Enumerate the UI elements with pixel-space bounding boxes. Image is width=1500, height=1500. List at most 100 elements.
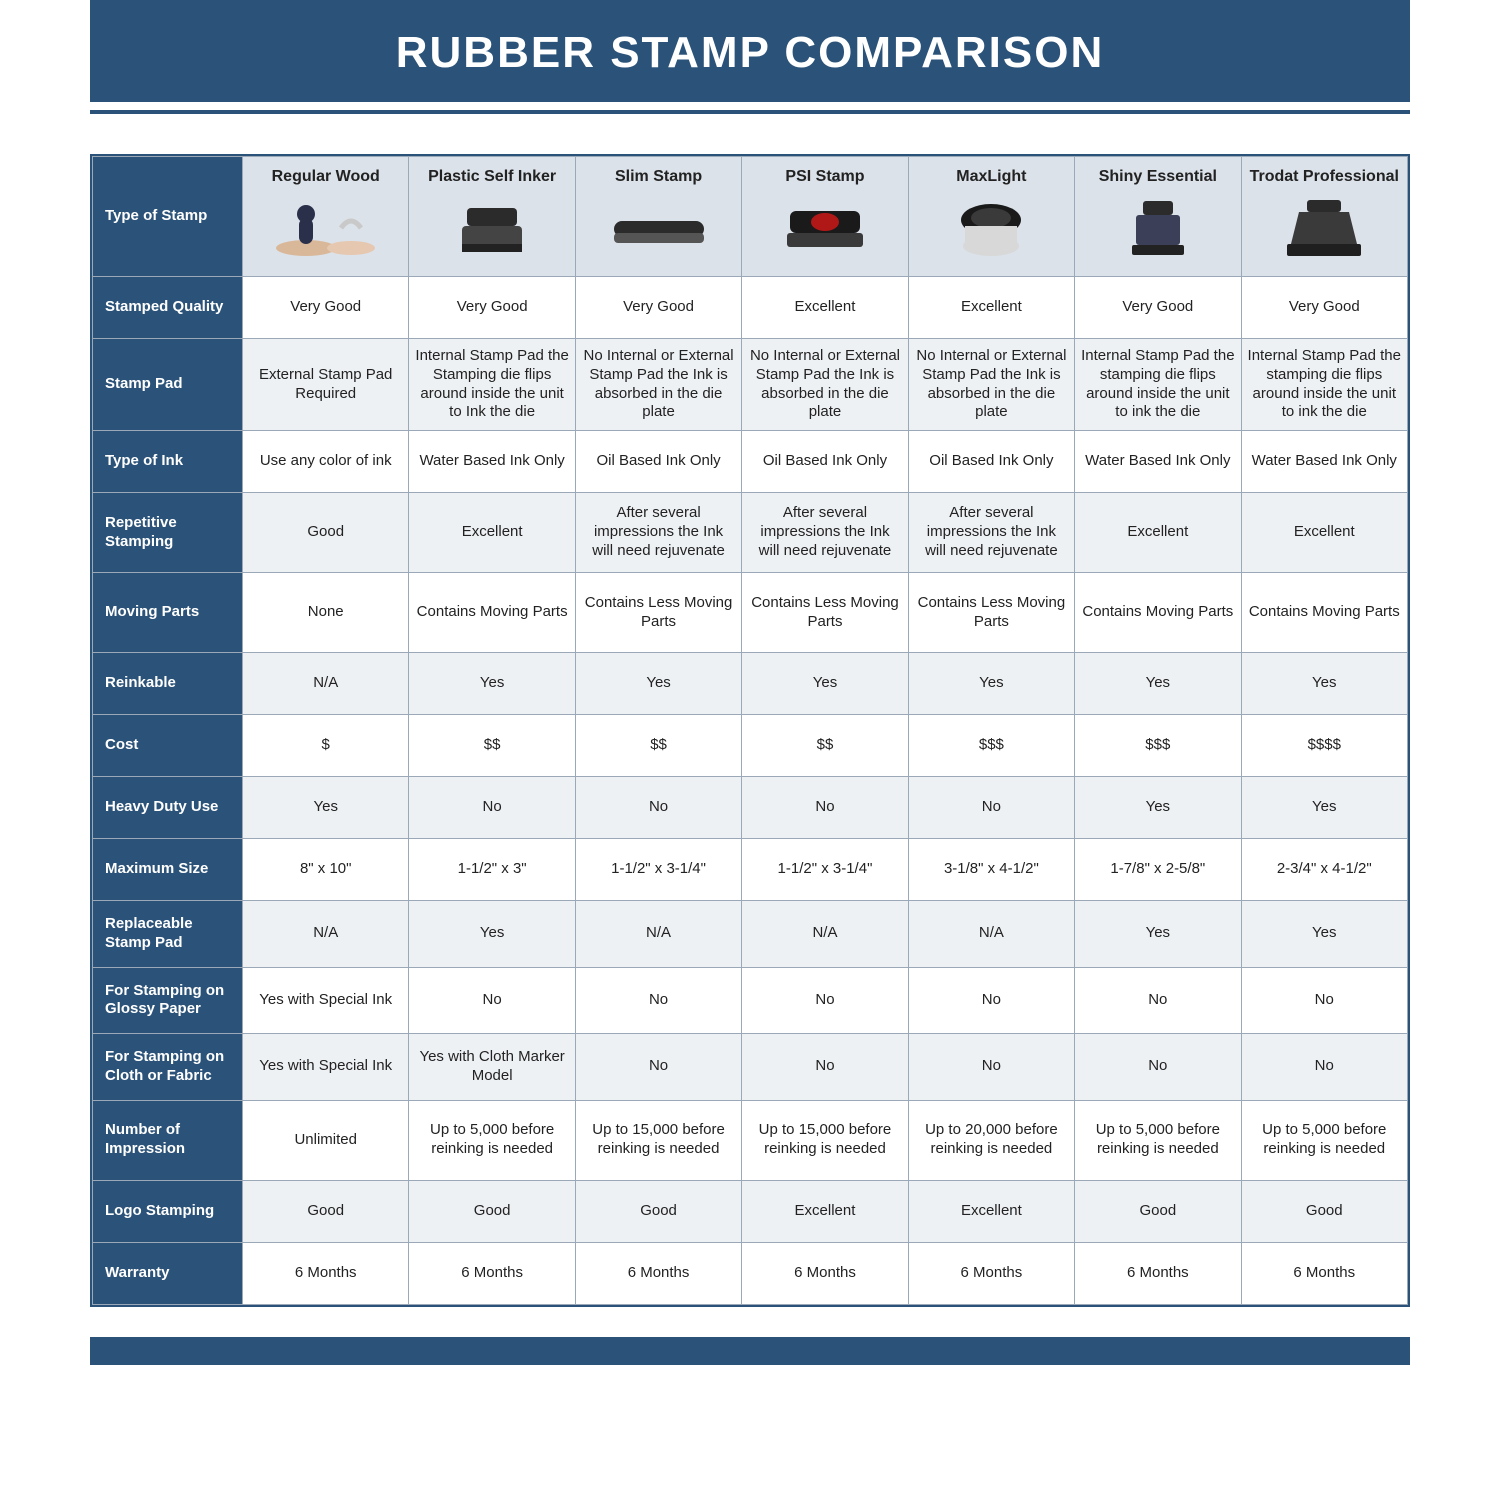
col-shiny-essential: Shiny Essential xyxy=(1075,157,1241,277)
cell: $$ xyxy=(409,715,575,777)
cell: 6 Months xyxy=(1075,1242,1241,1304)
table-row: Moving Parts None Contains Moving Parts … xyxy=(93,573,1408,653)
cell: Contains Moving Parts xyxy=(1241,573,1407,653)
cell: Up to 5,000 before reinking is needed xyxy=(1075,1100,1241,1180)
cell: Contains Less Moving Parts xyxy=(575,573,741,653)
trodat-stamp-icon xyxy=(1248,193,1401,263)
cell: After several impressions the Ink will n… xyxy=(742,493,908,573)
cell: No xyxy=(742,1034,908,1101)
cell: Yes xyxy=(1075,653,1241,715)
cell: Yes xyxy=(908,653,1074,715)
cell: 6 Months xyxy=(243,1242,409,1304)
cell: Yes xyxy=(1241,901,1407,968)
cell: Very Good xyxy=(1075,277,1241,339)
cell: Excellent xyxy=(409,493,575,573)
cell: Yes xyxy=(1075,901,1241,968)
slim-stamp-icon xyxy=(582,193,735,263)
cell: Excellent xyxy=(1075,493,1241,573)
cell: Yes with Special Ink xyxy=(243,1034,409,1101)
col-label: PSI Stamp xyxy=(748,167,901,187)
cell: Internal Stamp Pad the stamping die flip… xyxy=(1241,339,1407,431)
table-row: Stamp Pad External Stamp Pad Required In… xyxy=(93,339,1408,431)
cell: Excellent xyxy=(1241,493,1407,573)
cell: No xyxy=(1241,967,1407,1034)
col-slim-stamp: Slim Stamp xyxy=(575,157,741,277)
col-plastic-self-inker: Plastic Self Inker xyxy=(409,157,575,277)
rowhead-fabric: For Stamping on Cloth or Fabric xyxy=(93,1034,243,1101)
cell: Contains Less Moving Parts xyxy=(908,573,1074,653)
rowhead-glossy: For Stamping on Glossy Paper xyxy=(93,967,243,1034)
cell: No xyxy=(742,777,908,839)
rowhead-max-size: Maximum Size xyxy=(93,839,243,901)
col-label: Plastic Self Inker xyxy=(415,167,568,187)
table-row: For Stamping on Glossy Paper Yes with Sp… xyxy=(93,967,1408,1034)
cell: Up to 5,000 before reinking is needed xyxy=(1241,1100,1407,1180)
cell: Up to 15,000 before reinking is needed xyxy=(742,1100,908,1180)
cell: Very Good xyxy=(243,277,409,339)
cell: Up to 5,000 before reinking is needed xyxy=(409,1100,575,1180)
cell: No xyxy=(575,967,741,1034)
cell: 2-3/4" x 4-1/2" xyxy=(1241,839,1407,901)
table-row: Logo Stamping Good Good Good Excellent E… xyxy=(93,1180,1408,1242)
cell: N/A xyxy=(742,901,908,968)
cell: No xyxy=(908,967,1074,1034)
footer-bar xyxy=(90,1337,1410,1365)
col-label: Shiny Essential xyxy=(1081,167,1234,187)
rowhead-stamp-pad: Stamp Pad xyxy=(93,339,243,431)
cell: N/A xyxy=(243,901,409,968)
cell: N/A xyxy=(908,901,1074,968)
cell: No xyxy=(1075,967,1241,1034)
cell: Good xyxy=(1075,1180,1241,1242)
table-row: Heavy Duty Use Yes No No No No Yes Yes xyxy=(93,777,1408,839)
cell: Yes with Cloth Marker Model xyxy=(409,1034,575,1101)
cell: Yes xyxy=(243,777,409,839)
col-maxlight: MaxLight xyxy=(908,157,1074,277)
cell: Good xyxy=(575,1180,741,1242)
cell: 6 Months xyxy=(1241,1242,1407,1304)
cell: Good xyxy=(1241,1180,1407,1242)
cell: Contains Moving Parts xyxy=(1075,573,1241,653)
cell: Very Good xyxy=(409,277,575,339)
cell: 1-1/2" x 3-1/4" xyxy=(575,839,741,901)
cell: Water Based Ink Only xyxy=(1075,431,1241,493)
cell: Yes xyxy=(409,653,575,715)
cell: Yes xyxy=(742,653,908,715)
cell: $$$$ xyxy=(1241,715,1407,777)
cell: 6 Months xyxy=(742,1242,908,1304)
cell: Excellent xyxy=(742,277,908,339)
table-row: Stamped Quality Very Good Very Good Very… xyxy=(93,277,1408,339)
cell: Up to 20,000 before reinking is needed xyxy=(908,1100,1074,1180)
table-row: Type of Ink Use any color of ink Water B… xyxy=(93,431,1408,493)
rowhead-reinkable: Reinkable xyxy=(93,653,243,715)
psi-stamp-icon xyxy=(748,193,901,263)
cell: 1-1/2" x 3-1/4" xyxy=(742,839,908,901)
table-row: For Stamping on Cloth or Fabric Yes with… xyxy=(93,1034,1408,1101)
cell: 1-1/2" x 3" xyxy=(409,839,575,901)
comparison-table-container: Type of Stamp Regular Wood Plastic Self … xyxy=(90,154,1410,1307)
rowhead-cost: Cost xyxy=(93,715,243,777)
cell: Good xyxy=(409,1180,575,1242)
table-row: Replaceable Stamp Pad N/A Yes N/A N/A N/… xyxy=(93,901,1408,968)
cell: Water Based Ink Only xyxy=(409,431,575,493)
rowhead-moving-parts: Moving Parts xyxy=(93,573,243,653)
cell: After several impressions the Ink will n… xyxy=(908,493,1074,573)
col-trodat-professional: Trodat Professional xyxy=(1241,157,1407,277)
cell: No xyxy=(1241,1034,1407,1101)
rowhead-impressions: Number of Impression xyxy=(93,1100,243,1180)
cell: After several impressions the Ink will n… xyxy=(575,493,741,573)
rowhead-warranty: Warranty xyxy=(93,1242,243,1304)
rowhead-logo: Logo Stamping xyxy=(93,1180,243,1242)
cell: No Internal or External Stamp Pad the In… xyxy=(575,339,741,431)
cell: Yes xyxy=(1075,777,1241,839)
cell: $$$ xyxy=(908,715,1074,777)
cell: Contains Less Moving Parts xyxy=(742,573,908,653)
rowhead-type-of-ink: Type of Ink xyxy=(93,431,243,493)
table-header-row: Type of Stamp Regular Wood Plastic Self … xyxy=(93,157,1408,277)
cell: No xyxy=(575,1034,741,1101)
cell: Oil Based Ink Only xyxy=(742,431,908,493)
cell: 6 Months xyxy=(575,1242,741,1304)
cell: None xyxy=(243,573,409,653)
table-row: Cost $ $$ $$ $$ $$$ $$$ $$$$ xyxy=(93,715,1408,777)
cell: $$ xyxy=(575,715,741,777)
cell: No xyxy=(742,967,908,1034)
